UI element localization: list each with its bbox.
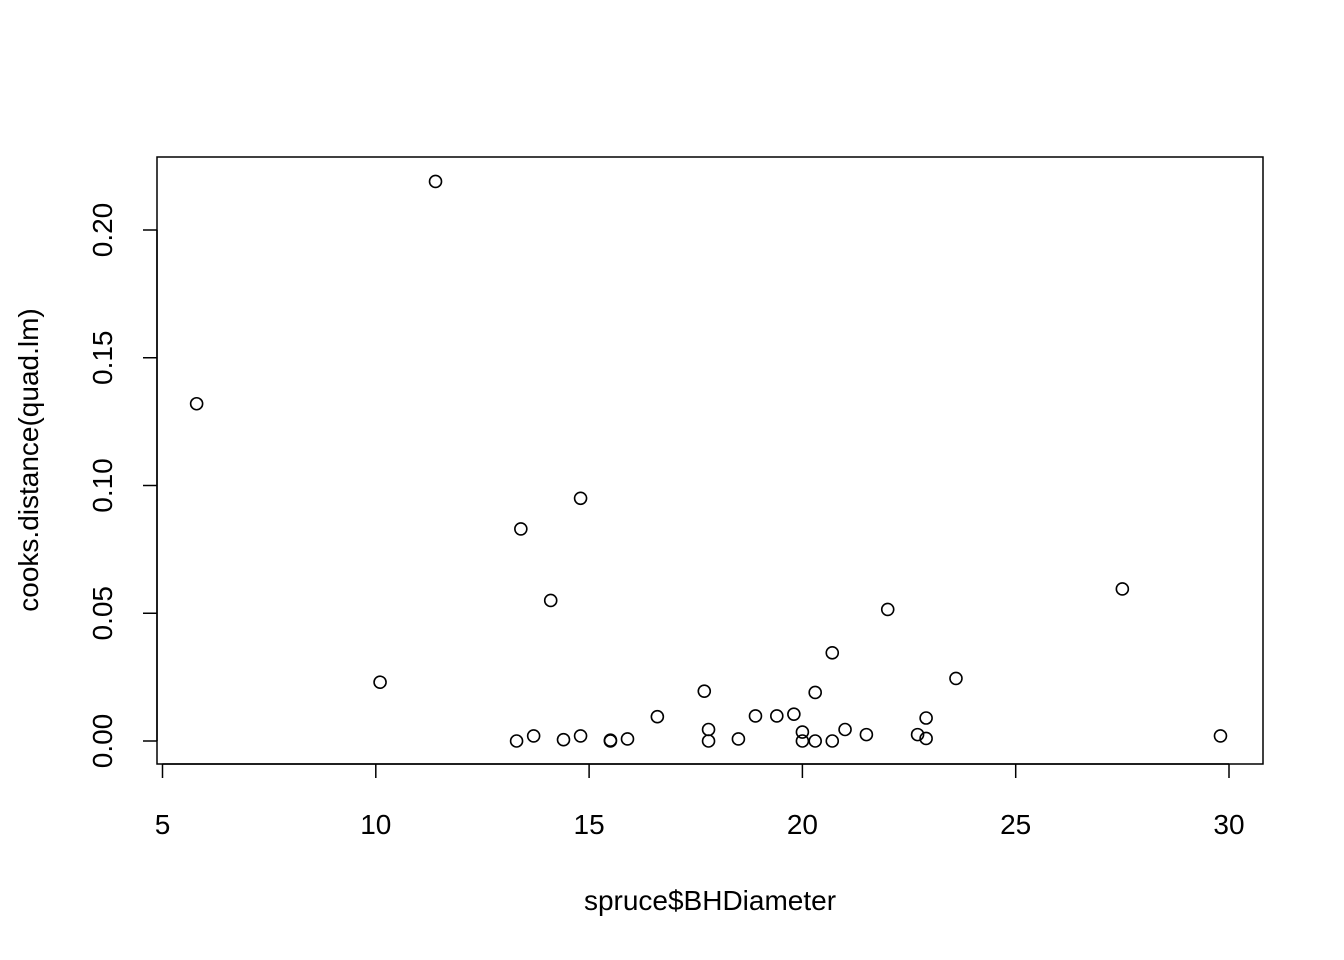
data-point [838,722,852,737]
data-point [650,709,665,724]
data-point [880,602,895,617]
data-point [910,727,925,742]
data-point [787,707,801,721]
y-tick-label: 0.00 [87,714,118,769]
data-point [697,684,712,698]
x-axis-label: spruce$BHDiameter [584,885,836,916]
data-point [556,732,571,747]
data-point [573,729,588,743]
data-point [919,711,933,725]
data-point [825,646,840,660]
data-point [949,671,963,686]
data-point [514,522,528,536]
x-tick-label: 15 [574,809,605,840]
data-point [701,734,716,748]
data-point [731,732,746,746]
data-point [859,727,874,742]
data-point [808,734,822,748]
data-point [526,729,541,743]
y-tick-label: 0.20 [87,203,118,258]
data-point [825,734,840,748]
data-point [620,732,635,746]
x-tick-label: 30 [1213,809,1244,840]
data-point [509,734,524,748]
data-point [748,709,763,723]
data-points [189,174,1228,748]
y-tick-label: 0.05 [87,586,118,641]
data-point [573,491,588,506]
data-point [189,396,204,411]
data-point [808,685,822,700]
data-point [603,734,618,748]
y-axis: 0.00 0.05 0.10 0.15 0.20 [87,203,158,769]
data-point [795,725,810,739]
data-point [373,675,387,690]
x-tick-label: 20 [787,809,818,840]
data-point [770,709,784,723]
y-tick-label: 0.10 [87,458,118,513]
x-tick-label: 5 [155,809,171,840]
y-axis-label: cooks.distance(quad.lm) [13,308,44,611]
data-point [543,593,558,608]
x-axis: 5 10 15 20 25 30 [155,763,1245,840]
y-tick-label: 0.15 [87,331,118,386]
x-tick-label: 10 [360,809,391,840]
data-point [1115,582,1130,596]
data-point [1213,729,1228,743]
data-point [919,731,933,746]
data-point [428,174,443,189]
x-tick-label: 25 [1000,809,1031,840]
